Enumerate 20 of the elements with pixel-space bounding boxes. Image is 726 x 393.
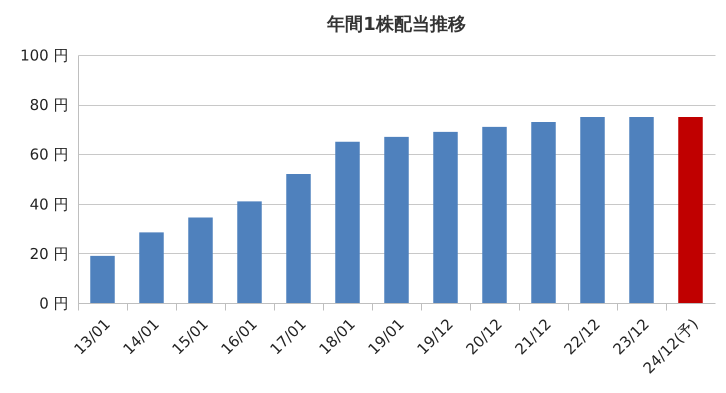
bar	[433, 132, 458, 303]
bar	[335, 142, 360, 303]
bar	[580, 117, 605, 303]
bar	[678, 117, 703, 303]
y-tick-label: 100 円	[20, 46, 68, 64]
y-tick-label: 80 円	[30, 96, 68, 114]
bar	[188, 217, 213, 303]
bar	[629, 117, 654, 303]
bar	[482, 126, 507, 303]
y-tick-label: 40 円	[30, 195, 68, 214]
y-tick-label: 20 円	[30, 244, 68, 263]
bar	[286, 174, 311, 303]
bar	[531, 122, 556, 303]
bar	[139, 232, 164, 303]
bar	[384, 136, 409, 303]
y-tick-label: 0 円	[39, 294, 68, 312]
chart-title: 年間1株配当推移	[326, 14, 466, 35]
bar	[237, 201, 262, 303]
y-tick-label: 60 円	[30, 146, 68, 164]
bar	[90, 256, 115, 303]
